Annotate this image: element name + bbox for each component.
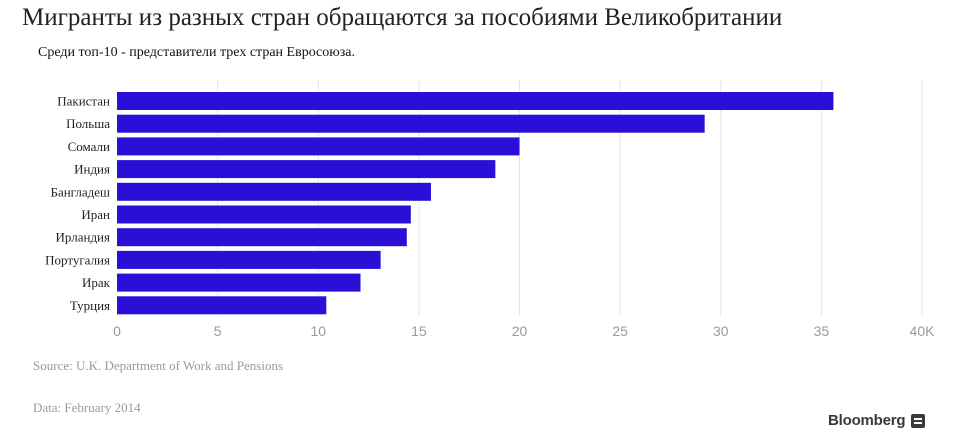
- chart-title: Мигранты из разных стран обращаются за п…: [22, 4, 783, 31]
- x-tick-label: 15: [411, 323, 427, 339]
- category-label: Португалия: [45, 252, 110, 267]
- bar: [117, 160, 496, 179]
- category-label: Ирландия: [56, 230, 111, 245]
- x-tick-label: 0: [113, 323, 121, 339]
- data-date-note: Data: February 2014: [33, 400, 141, 415]
- bar: [117, 182, 431, 201]
- bar: [117, 228, 407, 247]
- category-label: Польша: [66, 116, 110, 131]
- category-label: Пакистан: [57, 94, 110, 109]
- bar: [117, 92, 834, 110]
- x-tick-label: 35: [814, 323, 830, 339]
- x-tick-label: 25: [612, 323, 628, 339]
- category-label: Индия: [74, 162, 110, 177]
- x-tick-label: 5: [214, 323, 222, 339]
- bar: [117, 296, 327, 315]
- bar: [117, 250, 381, 269]
- bar: [117, 137, 520, 156]
- x-tick-label: 10: [310, 323, 326, 339]
- bar-chart: Пакистан Польша Сомали Индия Бангладеш Иран Ир…: [45, 80, 935, 339]
- x-tick-label: 20: [512, 323, 528, 339]
- category-label: Бангладеш: [50, 184, 110, 199]
- x-tick-label: 40K: [910, 323, 936, 339]
- brand-text: Bloomberg: [828, 412, 906, 429]
- category-label: Турция: [70, 298, 110, 313]
- category-label: Ирак: [82, 275, 111, 290]
- bloomberg-mark-icon: [911, 413, 926, 428]
- x-tick-label: 30: [713, 323, 729, 339]
- bar: [117, 114, 705, 133]
- bloomberg-logo: Bloomberg: [828, 412, 926, 429]
- category-labels: Пакистан Польша Сомали Индия Бангладеш Иран Ир…: [45, 94, 111, 313]
- category-label: Иран: [81, 207, 110, 222]
- bars: [117, 92, 834, 315]
- bar: [117, 273, 361, 292]
- x-axis-tick-labels: 0 5 10 15 20 25 30 35 40K: [113, 323, 935, 339]
- chart-subtitle: Среди топ-10 - представители трех стран …: [38, 45, 355, 60]
- source-note: Source: U.K. Department of Work and Pens…: [33, 358, 284, 373]
- bar: [117, 205, 411, 224]
- category-label: Сомали: [68, 139, 110, 154]
